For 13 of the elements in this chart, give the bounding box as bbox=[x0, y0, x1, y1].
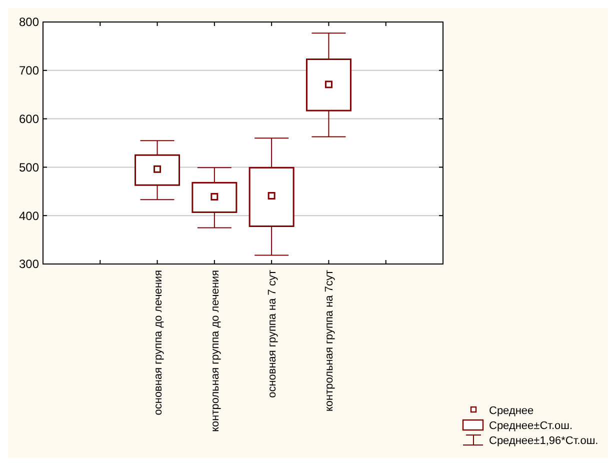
y-tick-label: 600 bbox=[18, 112, 40, 126]
y-tick-label: 800 bbox=[18, 15, 40, 30]
text: Среднее±1,96*Ст.ош. bbox=[489, 434, 598, 447]
y-tick-label: 300 bbox=[18, 257, 40, 272]
x-tick-label: контрольная группа на 7сут bbox=[324, 270, 336, 412]
y-tick-label: 700 bbox=[18, 64, 40, 78]
text: Среднее±Ст.ош. bbox=[489, 420, 573, 432]
text: Среднее bbox=[489, 404, 534, 417]
x-tick-label: основная группа на 7 сут bbox=[266, 270, 279, 398]
x-tick-label: основная группа до лечения bbox=[152, 270, 164, 416]
y-tick-label: 500 bbox=[18, 160, 40, 174]
x-tick-label: контрольная группа до лечения bbox=[209, 270, 222, 432]
y-tick-label: 400 bbox=[18, 208, 40, 223]
